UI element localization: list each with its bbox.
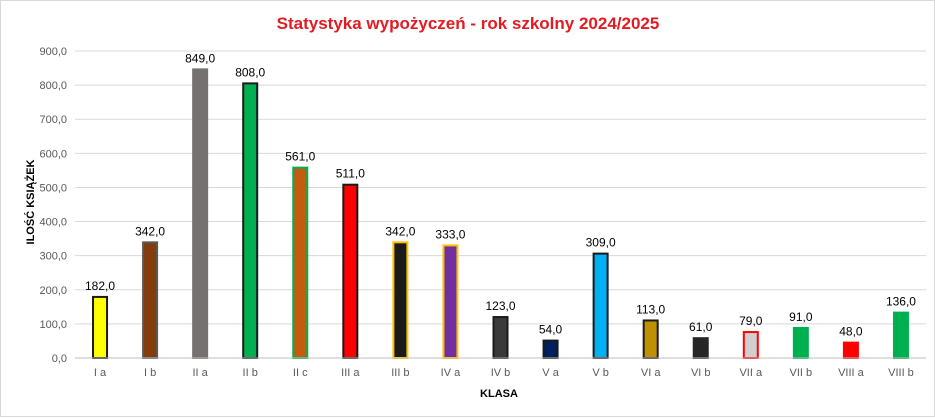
- data-label: 561,0: [285, 150, 315, 164]
- x-tick-label: II c: [293, 367, 308, 379]
- bar: [542, 339, 559, 359]
- data-label: 61,0: [689, 320, 713, 334]
- x-tick-label: I a: [94, 367, 107, 379]
- bar: [142, 241, 159, 359]
- data-label: 309,0: [586, 236, 616, 250]
- chart-title: Statystyka wypożyczeń - rok szkolny 2024…: [277, 14, 660, 33]
- bar: [242, 82, 259, 359]
- bar: [292, 166, 309, 359]
- x-tick-label: I b: [144, 367, 156, 379]
- data-label: 808,0: [235, 65, 265, 79]
- bar: [592, 252, 609, 359]
- bar: [392, 241, 409, 359]
- data-label: 54,0: [539, 323, 563, 337]
- x-tick-label: VIII a: [838, 367, 865, 379]
- data-label: 123,0: [485, 299, 515, 313]
- x-tick-label: VIII b: [888, 367, 914, 379]
- x-axis-title: KLASA: [480, 388, 518, 400]
- bars: [92, 68, 909, 360]
- data-label: 849,0: [185, 51, 215, 65]
- bar: [842, 341, 859, 360]
- x-tick-label: V b: [592, 367, 609, 379]
- bar: [742, 331, 759, 359]
- x-tick-label: III b: [391, 367, 409, 379]
- data-label: 342,0: [385, 224, 415, 238]
- bar: [92, 295, 109, 360]
- y-tick-label: 900,0: [39, 46, 67, 58]
- y-tick-label: 600,0: [39, 148, 67, 160]
- data-label: 511,0: [336, 167, 365, 181]
- data-label: 136,0: [886, 295, 916, 309]
- y-tick-label: 0,0: [52, 353, 67, 365]
- x-tick-label: VII b: [790, 367, 813, 379]
- data-label: 48,0: [839, 325, 863, 339]
- data-label: 342,0: [135, 224, 165, 238]
- bar: [492, 316, 509, 359]
- data-label: 79,0: [739, 314, 763, 328]
- x-tick-label: II b: [243, 367, 258, 379]
- bar: [892, 311, 909, 359]
- x-tick-label: VI a: [641, 367, 661, 379]
- bar: [442, 244, 459, 359]
- bar: [792, 326, 809, 360]
- gridlines: [75, 50, 926, 325]
- bar: [642, 319, 659, 359]
- x-tick-label: III a: [341, 367, 360, 379]
- x-tick-label: VII a: [739, 367, 763, 379]
- y-tick-label: 500,0: [39, 182, 67, 194]
- x-tick-label: IV b: [491, 367, 511, 379]
- y-tick-label: 200,0: [39, 285, 67, 297]
- data-label: 113,0: [636, 302, 665, 316]
- data-label: 182,0: [85, 279, 115, 293]
- bar: [192, 68, 209, 359]
- y-tick-label: 100,0: [39, 319, 67, 331]
- data-labels: 182,0 342,0 849,0 808,0 561,0 511,0 342,0 333,0…: [85, 51, 916, 338]
- data-label: 333,0: [435, 227, 465, 241]
- x-axis-ticks: I a I b II a II b II c III a III b IV a IV b V a V…: [94, 367, 914, 379]
- x-tick-label: V a: [542, 367, 559, 379]
- y-tick-label: 700,0: [39, 114, 67, 126]
- x-tick-label: II a: [192, 367, 208, 379]
- y-tick-label: 800,0: [39, 80, 67, 92]
- data-label: 91,0: [789, 310, 813, 324]
- y-tick-label: 400,0: [39, 217, 67, 229]
- y-axis-title: ILOŚĆ KSIĄŻEK: [24, 159, 37, 244]
- bar: [342, 183, 359, 359]
- y-axis-ticks: 0,0 100,0 200,0 300,0 400,0 500,0 600,0 700,0 80…: [39, 46, 67, 365]
- bar: [692, 337, 709, 360]
- x-tick-label: IV a: [441, 367, 461, 379]
- x-tick-label: VI b: [691, 367, 711, 379]
- y-tick-label: 300,0: [39, 251, 67, 263]
